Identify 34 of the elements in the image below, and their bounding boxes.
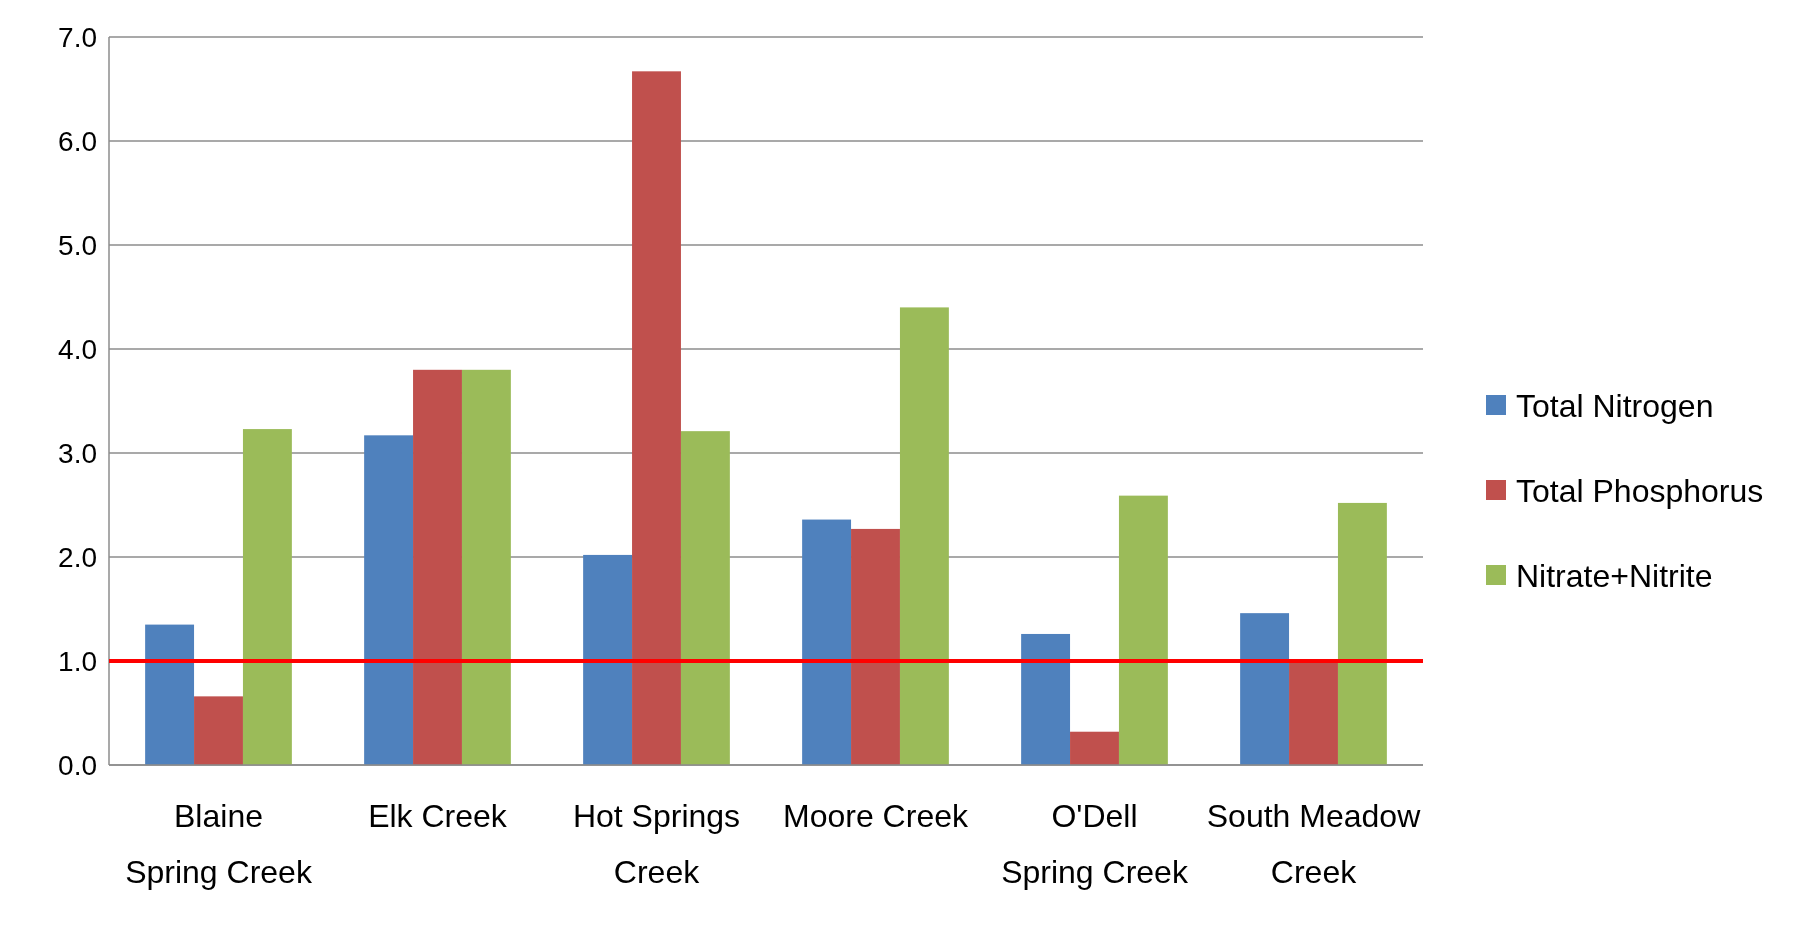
- y-tick-label: 0.0: [58, 749, 97, 781]
- x-tick-label: Hot Springs Creek: [572, 798, 741, 890]
- bar: [1240, 613, 1290, 765]
- bar: [1021, 633, 1071, 765]
- y-tick-label: 7.0: [58, 21, 97, 53]
- x-tick-label: Moore Creek: [783, 798, 969, 834]
- y-tick-label: 4.0: [58, 333, 97, 365]
- bar: [1070, 731, 1119, 765]
- legend-label: Total Nitrogen: [1516, 388, 1714, 425]
- x-tick-label: Elk Creek: [368, 798, 508, 834]
- bar: [413, 369, 462, 765]
- bar: [851, 528, 900, 765]
- x-tick-label: O'Dell Spring Creek: [1001, 798, 1189, 890]
- y-tick-label: 1.0: [58, 645, 97, 677]
- bar: [145, 624, 195, 765]
- bar: [632, 71, 681, 765]
- bar: [194, 696, 243, 765]
- bar: [1118, 495, 1168, 765]
- bar: [899, 307, 949, 765]
- y-tick-label: 3.0: [58, 437, 97, 469]
- bar: [364, 435, 414, 765]
- legend-label: Total Phosphorus: [1516, 473, 1764, 510]
- bar: [242, 429, 292, 765]
- x-tick-label: South Meadow Creek: [1206, 798, 1422, 890]
- y-tick-label: 5.0: [58, 229, 97, 261]
- y-tick-label: 6.0: [58, 125, 97, 157]
- x-tick-label: Blaine Spring Creek: [125, 798, 313, 890]
- y-tick-label: 2.0: [58, 541, 97, 573]
- bar: [1337, 502, 1387, 765]
- bar: [583, 554, 633, 765]
- bar: [680, 431, 730, 765]
- legend-label: Nitrate+Nitrite: [1516, 558, 1713, 595]
- bar: [461, 369, 511, 765]
- bar: [802, 519, 852, 765]
